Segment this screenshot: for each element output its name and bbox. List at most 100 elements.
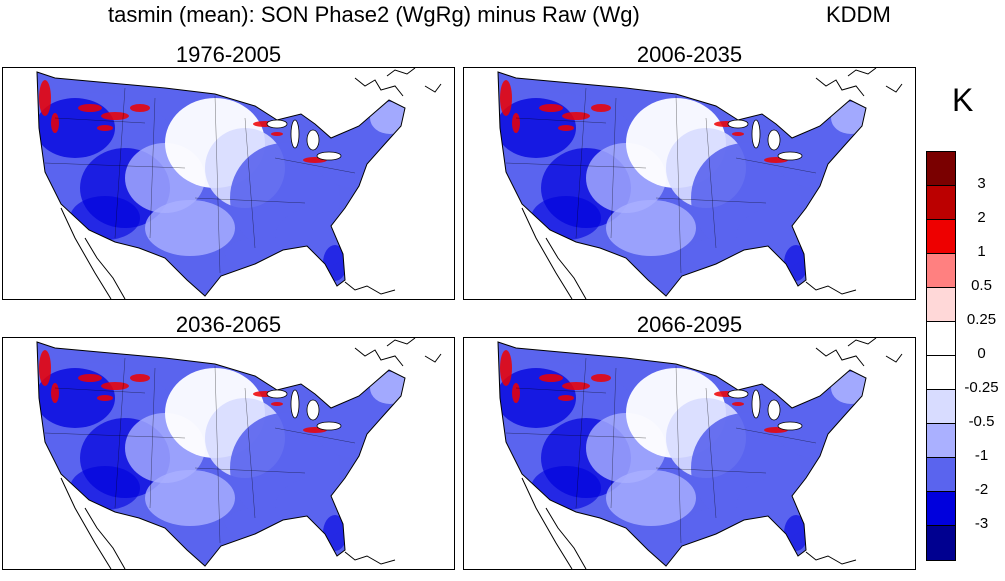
colorbar-tick-label: 2: [977, 209, 986, 226]
colorbar-swatch: [927, 254, 955, 288]
colorbar-tick-label: 0.5: [971, 277, 992, 294]
state-boundary: [44, 162, 186, 169]
outside-coastline: [521, 477, 573, 569]
colorbar-swatch: [927, 152, 955, 186]
state-boundary: [114, 357, 126, 509]
warm-anomaly-patch: [130, 374, 150, 382]
warm-anomaly-patch: [51, 383, 59, 403]
map-panel-3: [2, 337, 455, 570]
state-boundary: [194, 197, 306, 204]
state-boundary: [149, 367, 156, 509]
state-boundary: [214, 365, 221, 544]
warm-anomaly-patch: [51, 113, 59, 133]
map-panel-1: [2, 67, 455, 300]
warm-anomaly-patch: [512, 113, 520, 133]
outside-coastline: [386, 68, 416, 77]
state-boundary: [54, 117, 146, 124]
panel-title-4: 2066-2095: [636, 312, 743, 337]
state-boundary: [655, 197, 767, 204]
outside-coastline: [386, 338, 416, 347]
warm-anomaly-patch: [558, 125, 574, 131]
colorbar-swatch: [927, 288, 955, 322]
state-boundary: [515, 117, 607, 124]
colorbar-swatch: [927, 526, 955, 560]
outside-coastline: [545, 237, 587, 299]
anomaly-region: [686, 507, 766, 539]
warm-anomaly-patch: [78, 104, 102, 112]
warm-anomaly-patch: [539, 374, 563, 382]
anomaly-region: [831, 102, 866, 134]
great-lake: [727, 389, 749, 399]
anomaly-region: [606, 200, 696, 256]
outside-coastline: [344, 281, 396, 295]
warm-anomaly-patch: [558, 395, 574, 401]
map-panel-4: [463, 337, 916, 570]
warm-anomaly-patch: [271, 132, 283, 136]
outside-coastline: [424, 353, 442, 363]
state-boundary: [244, 117, 256, 249]
colorbar-tick-label: -0.25: [964, 379, 999, 396]
anomaly-region: [225, 237, 305, 269]
anomaly-region: [370, 372, 405, 404]
warm-anomaly-patch: [500, 80, 512, 116]
state-boundary: [505, 432, 647, 439]
state-boundary: [194, 467, 306, 474]
state-boundary: [149, 97, 156, 239]
warm-anomaly-patch: [271, 402, 283, 406]
outside-coastline: [84, 507, 126, 569]
state-boundary: [575, 87, 587, 239]
colorbar-swatch: [927, 322, 955, 356]
outside-coastline: [344, 551, 396, 565]
warm-anomaly-patch: [500, 350, 512, 386]
coastline: [497, 341, 867, 567]
state-boundary: [54, 387, 146, 394]
warm-anomaly-patch: [539, 104, 563, 112]
colorbar-swatch: [927, 186, 955, 220]
great-lake: [727, 119, 749, 129]
colorbar-swatch: [927, 220, 955, 254]
outside-coastline: [805, 551, 857, 565]
great-lake: [767, 129, 781, 151]
panel-title-1: 1976-2005: [175, 42, 282, 67]
warm-anomaly-patch: [130, 104, 150, 112]
great-lake: [290, 119, 300, 149]
warm-anomaly-patch: [732, 132, 744, 136]
state-boundary: [675, 365, 682, 544]
outside-coastline: [815, 77, 865, 97]
great-lake: [306, 129, 320, 151]
warm-anomaly-patch: [562, 112, 590, 120]
warm-anomaly-patch: [101, 112, 129, 120]
colorbar-tick-label: 1: [977, 243, 986, 260]
method-label: KDDM: [826, 2, 891, 27]
coastline: [36, 341, 406, 567]
colorbar-tick-label: -0.5: [968, 413, 995, 430]
colorbar-tick-label: 0: [977, 345, 986, 362]
outside-coastline: [84, 237, 126, 299]
colorbar-tick-label: 0.25: [966, 311, 997, 328]
anomaly-region: [70, 466, 140, 510]
warm-anomaly-patch: [591, 104, 611, 112]
colorbar-tick-label: -2: [974, 481, 989, 498]
state-boundary: [505, 162, 647, 169]
state-boundary: [610, 367, 617, 509]
state-boundary: [675, 95, 682, 274]
great-lake: [777, 421, 803, 431]
warm-anomaly-patch: [39, 350, 51, 386]
anomaly-region: [686, 237, 766, 269]
outside-coastline: [424, 83, 442, 93]
warm-anomaly-patch: [591, 374, 611, 382]
colorbar-tick-label: -3: [974, 515, 989, 532]
title-text: tasmin (mean): SON Phase2 (WgRg) minus R…: [108, 2, 640, 27]
great-lake: [316, 421, 342, 431]
colorbar-unit: K: [952, 82, 974, 118]
state-boundary: [44, 432, 186, 439]
great-lake: [751, 119, 761, 149]
warm-anomaly-patch: [512, 383, 520, 403]
great-lake: [266, 119, 288, 129]
great-lake: [306, 399, 320, 421]
great-lake: [266, 389, 288, 399]
outside-coastline: [847, 68, 877, 77]
colorbar-swatch: [927, 492, 955, 526]
map-panel-2: [463, 67, 916, 300]
coastline: [36, 71, 406, 297]
